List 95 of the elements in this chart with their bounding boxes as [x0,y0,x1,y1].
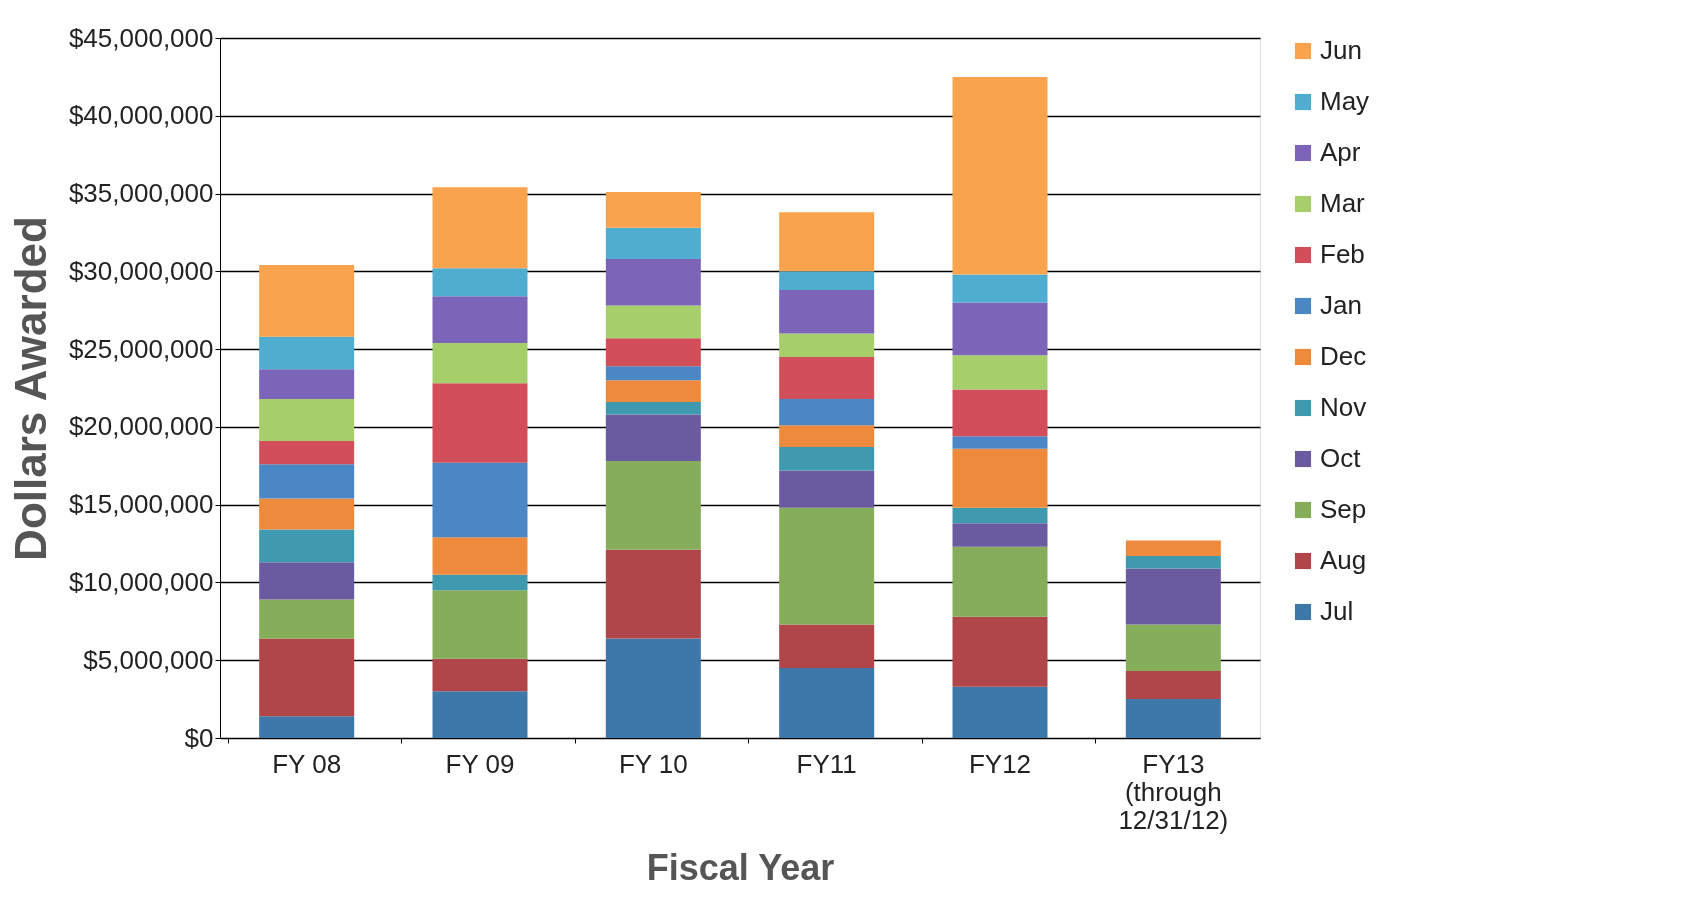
bar [605,461,701,550]
bar [432,296,528,343]
y-tick-label: $40,000,000 [68,100,214,131]
bar [779,470,875,508]
legend-label: Apr [1320,137,1361,167]
bar [259,265,355,337]
legend-label: Feb [1320,239,1365,269]
bar [952,389,1048,437]
bar [259,529,355,563]
bar [779,271,875,290]
bar [1125,671,1221,700]
bar [432,383,528,463]
bar [259,599,355,639]
y-tick-label: $0 [184,722,214,753]
legend-label: Oct [1320,443,1362,473]
bar [605,549,701,639]
x-tick-label: FY 08 [272,748,342,779]
bar [259,398,355,441]
legend-label: Jan [1320,290,1362,320]
y-tick-label: $20,000,000 [68,411,214,442]
bar [1125,624,1221,672]
x-axis-title: Fiscal Year [646,846,835,888]
x-tick-label: FY 10 [618,748,688,779]
bar [779,425,875,448]
bar [779,507,875,625]
bar [779,398,875,426]
bar [779,212,875,272]
legend-label: May [1320,86,1370,116]
bar [605,227,701,259]
bar [259,562,355,600]
bar [605,258,701,306]
bar [432,658,528,692]
bar [1125,568,1221,625]
x-tick-label: FY 09 [445,748,515,779]
bar [952,686,1048,738]
y-tick-label: $15,000,000 [68,489,214,520]
bar [1125,556,1221,569]
bar [605,338,701,367]
y-tick-label: $5,000,000 [83,644,214,675]
bar [432,268,528,297]
bar [432,574,528,591]
y-tick-label: $35,000,000 [68,178,214,209]
bar [779,290,875,334]
legend-label: Aug [1320,545,1367,575]
y-tick-label: $25,000,000 [68,333,214,364]
bar [1125,699,1221,738]
x-tick-label: FY12 [968,748,1032,779]
bar [605,366,701,381]
bar [605,638,701,738]
bar [432,590,528,659]
y-tick-label: $45,000,000 [68,22,214,53]
bar [952,76,1048,275]
legend-label: Dec [1320,341,1367,371]
bar [259,369,355,399]
bar [952,302,1048,356]
bar [259,638,355,717]
bar [779,356,875,399]
bar [952,355,1048,390]
bar [952,507,1048,524]
bar [952,448,1048,508]
bar [952,274,1048,303]
bar [259,336,355,370]
bar [432,462,528,538]
y-axis-title: Dollars Awarded [5,216,55,561]
bar [432,537,528,575]
bar [952,546,1048,617]
legend-label: Mar [1320,188,1366,218]
bar [779,447,875,471]
bar [605,192,701,228]
bar [259,498,355,530]
y-tick-label: $10,000,000 [68,566,214,597]
bar [952,616,1048,687]
legend-label: Jul [1320,596,1354,626]
bar [259,716,355,738]
bar [952,436,1048,449]
bar [259,440,355,465]
legend-label: Nov [1320,392,1367,422]
bar [605,380,701,402]
bar [605,305,701,339]
bar [779,624,875,668]
x-tick-label: FY13 (through 12/31/12) [1118,748,1229,835]
bar [605,414,701,462]
bar [605,402,701,415]
bar [779,668,875,738]
bar [952,523,1048,547]
bar [1125,540,1221,556]
y-tick-label: $30,000,000 [68,255,214,286]
bar [432,342,528,384]
bar [432,691,528,738]
bar [779,333,875,357]
x-tick-label: FY11 [796,748,857,779]
bar [259,464,355,499]
bar [432,187,528,269]
legend-label: Sep [1320,494,1367,524]
legend-label: Jun [1320,35,1362,65]
